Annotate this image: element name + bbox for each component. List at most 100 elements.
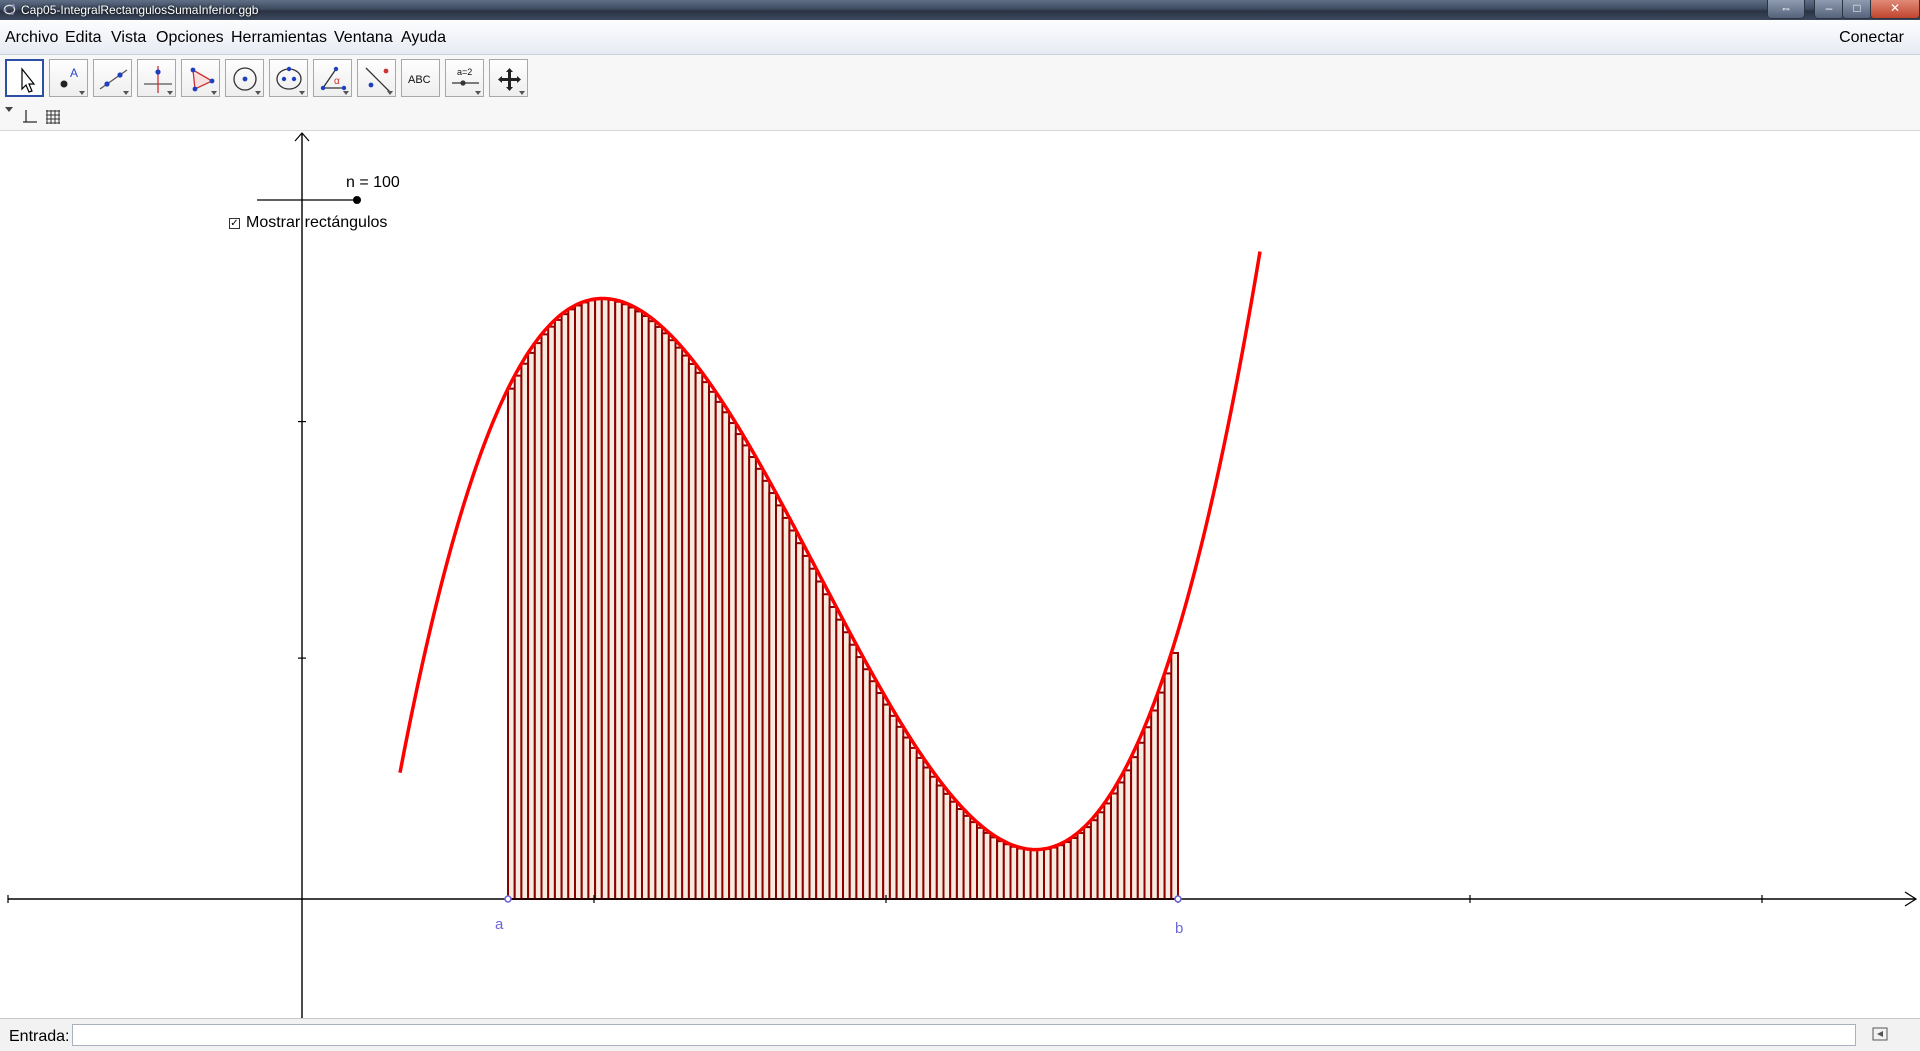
riemann-rectangle — [667, 339, 677, 900]
riemann-rectangle — [694, 371, 704, 900]
point-tool-button[interactable]: A — [49, 59, 88, 97]
riemann-rectangle — [547, 325, 556, 901]
riemann-rectangle — [1150, 709, 1159, 900]
menu-ayuda[interactable]: Ayuda — [401, 29, 447, 46]
x-axis-arrow — [1904, 891, 1918, 907]
text-tool-button[interactable]: ABC — [401, 59, 440, 97]
slider-knob — [353, 196, 361, 204]
coordinate-axes — [7, 132, 1918, 1018]
point-a — [504, 895, 512, 903]
riemann-rectangle — [942, 792, 952, 901]
menu-conectar[interactable]: Conectar — [1839, 29, 1904, 46]
function-curve[interactable] — [398, 251, 1262, 852]
riemann-rectangle — [741, 444, 751, 900]
riemann-rectangle — [674, 346, 684, 900]
riemann-rectangle — [1096, 811, 1106, 900]
graphics-canvas[interactable] — [0, 131, 1920, 1018]
riemann-rectangle — [1016, 847, 1025, 901]
riemann-rectangle — [607, 298, 617, 900]
point-label-b: b — [1175, 920, 1184, 937]
circle-tool-button[interactable] — [225, 59, 264, 97]
riemann-rectangle — [949, 800, 958, 900]
polygon-tool-button[interactable] — [181, 59, 220, 97]
move-view-tool-button[interactable] — [489, 59, 528, 97]
riemann-rectangle — [513, 374, 523, 900]
riemann-rectangle — [935, 784, 945, 900]
menu-bar: Archivo Edita Vista Opciones Herramienta… — [0, 20, 1920, 55]
menu-ventana[interactable]: Ventana — [334, 29, 393, 46]
graphics-view[interactable]: n = 100 ✓ Mostrar rectángulos a b — [0, 131, 1920, 1018]
line-tool-button[interactable] — [93, 59, 132, 97]
riemann-rectangle — [714, 400, 724, 900]
riemann-rectangle — [1089, 819, 1099, 900]
input-help-icon[interactable] — [1872, 1027, 1888, 1041]
show-rectangles-checkbox[interactable]: ✓ — [229, 218, 240, 229]
riemann-rectangle — [828, 606, 838, 900]
menu-archivo[interactable]: Archivo — [5, 29, 59, 46]
riemann-rectangle — [842, 631, 851, 900]
conic-tool-button[interactable] — [269, 59, 308, 97]
riemann-rectangle — [728, 422, 737, 900]
input-bar: Entrada: — [0, 1018, 1920, 1051]
menu-opciones[interactable]: Opciones — [156, 29, 224, 46]
riemann-rectangle — [821, 593, 831, 900]
riemann-rectangle — [1110, 792, 1119, 901]
riemann-rectangle — [553, 318, 563, 900]
riemann-rectangle — [909, 746, 918, 901]
maximize-button[interactable]: □ — [1842, 0, 1872, 19]
riemann-rectangle — [533, 342, 543, 901]
riemann-rectangle — [1103, 802, 1113, 901]
slider-tool-button[interactable]: a=2 — [445, 59, 484, 97]
line-tool-icon — [99, 69, 128, 90]
toolbar: A α — [0, 55, 1920, 152]
move-tool-button[interactable] — [5, 59, 44, 97]
reflect-tool-button[interactable] — [357, 59, 396, 97]
collapse-arrow-icon[interactable] — [4, 106, 14, 114]
angle-tool-button[interactable]: α — [313, 59, 352, 97]
riemann-rectangle — [734, 433, 744, 900]
restore-button[interactable]: ⇔ — [1767, 0, 1805, 19]
riemann-rectangle — [788, 529, 798, 900]
svg-text:a=2: a=2 — [457, 67, 472, 77]
reflect-tool-icon — [365, 67, 391, 93]
window-title: Cap05-IntegralRectangulosSumaInferior.gg… — [21, 3, 259, 17]
riemann-rectangle — [1136, 741, 1146, 901]
riemann-rectangle — [574, 304, 583, 900]
riemann-rectangle — [748, 455, 757, 900]
minimize-button[interactable]: – — [1814, 0, 1844, 19]
riemann-rectangle — [1143, 726, 1153, 900]
riemann-rectangle — [520, 362, 530, 901]
n-slider[interactable] — [257, 196, 361, 204]
command-input[interactable] — [72, 1024, 1856, 1046]
interval-points[interactable] — [504, 895, 1182, 903]
riemann-rectangle — [1170, 651, 1180, 900]
axes-toggle-icon[interactable] — [22, 109, 38, 125]
riemann-rectangle — [1043, 847, 1052, 901]
riemann-rectangle — [681, 354, 690, 900]
menu-vista[interactable]: Vista — [111, 29, 147, 46]
riemann-rectangle — [855, 656, 865, 901]
riemann-rectangle — [641, 314, 650, 900]
riemann-rectangle — [888, 714, 898, 900]
perpendicular-tool-button[interactable] — [137, 59, 176, 97]
angle-tool-icon: α — [320, 66, 347, 91]
riemann-rectangle — [567, 308, 576, 900]
menu-edita[interactable]: Edita — [65, 29, 102, 46]
riemann-rectangle — [507, 387, 516, 900]
riemann-rectangle — [1002, 843, 1012, 901]
grid-toggle-icon[interactable] — [45, 109, 61, 125]
riemann-rectangle — [1083, 826, 1092, 900]
menu-herramientas[interactable]: Herramientas — [231, 29, 328, 46]
riemann-rectangle — [989, 836, 999, 901]
riemann-rectangle — [594, 297, 603, 900]
riemann-rectangle — [801, 554, 811, 900]
close-button[interactable]: ✕ — [1870, 0, 1920, 19]
polygon-tool-icon — [190, 67, 215, 92]
riemann-rectangle — [580, 301, 590, 901]
riemann-rectangle — [701, 381, 710, 900]
riemann-rectangle — [848, 643, 858, 901]
riemann-rectangle — [768, 492, 777, 900]
riemann-rectangle — [708, 390, 717, 900]
perpendicular-tool-icon — [144, 66, 172, 93]
show-rectangles-label[interactable]: Mostrar rectángulos — [246, 214, 388, 231]
